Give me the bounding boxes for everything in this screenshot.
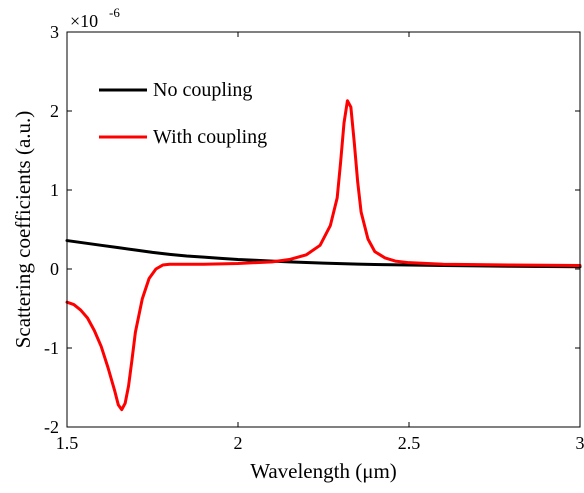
y-axis-label: Scattering coefficients (a.u.) (11, 111, 35, 349)
ticks-layer: 1.5 2 2.5 3 -2 -1 0 1 2 3 (44, 22, 584, 453)
x-axis-label: Wavelength (μm) (250, 459, 397, 483)
y-multiplier-exponent: -6 (109, 5, 120, 20)
x-tick-label: 3 (576, 433, 584, 453)
plot-frame (66, 31, 581, 428)
y-tick-label: 2 (50, 101, 59, 121)
x-tick-label: 1.5 (56, 433, 79, 453)
y-multiplier-base: ×10 (70, 11, 98, 31)
y-tick-label: -1 (44, 338, 59, 358)
y-tick-label: -2 (44, 417, 59, 437)
series-line-1 (65, 99, 582, 412)
legend-label-0: No coupling (153, 79, 252, 101)
x-tick-label: 2 (234, 433, 243, 453)
series-layer (65, 99, 582, 412)
legend: No coupling With coupling (99, 79, 267, 148)
y-tick-label: 1 (50, 180, 59, 200)
x-tick-label: 2.5 (398, 433, 421, 453)
legend-label-1: With coupling (153, 126, 267, 148)
y-tick-label: 3 (50, 22, 59, 42)
y-tick-label: 0 (50, 259, 59, 279)
